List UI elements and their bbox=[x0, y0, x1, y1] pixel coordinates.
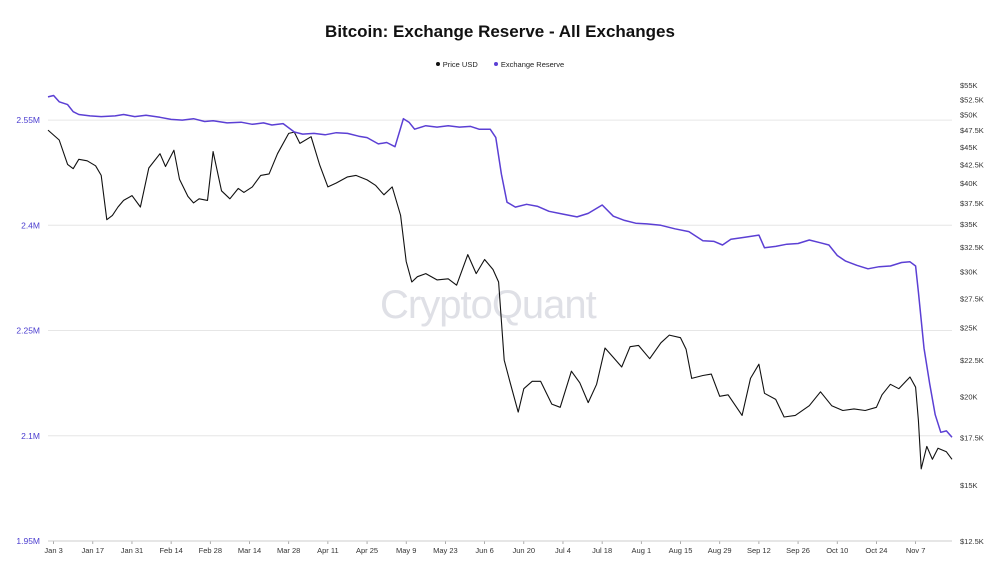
y-right-tick-label: $42.5K bbox=[960, 160, 984, 169]
price-usd-line bbox=[47, 129, 953, 470]
x-tick-label: May 9 bbox=[396, 546, 416, 555]
y-right-tick-label: $32.5K bbox=[960, 243, 984, 252]
x-tick-label: Feb 14 bbox=[159, 546, 182, 555]
x-tick-label: Oct 10 bbox=[826, 546, 848, 555]
y-right-tick-label: $17.5K bbox=[960, 433, 984, 442]
x-tick-label: Mar 14 bbox=[238, 546, 261, 555]
y-left-tick-label: 2.25M bbox=[16, 326, 40, 336]
y-right-tick-label: $47.5K bbox=[960, 126, 984, 135]
y-right-tick-label: $52.5K bbox=[960, 95, 984, 104]
x-tick-label: Jun 6 bbox=[475, 546, 493, 555]
y-left-tick-label: 1.95M bbox=[16, 536, 40, 546]
legend: Price USD Exchange Reserve bbox=[0, 60, 1000, 69]
y-right-tick-label: $50K bbox=[960, 110, 978, 119]
y-right-tick-label: $27.5K bbox=[960, 294, 984, 303]
x-tick-label: Jul 18 bbox=[592, 546, 612, 555]
y-right-tick-label: $20K bbox=[960, 392, 978, 401]
x-tick-label: Nov 7 bbox=[906, 546, 926, 555]
legend-item-reserve[interactable]: Exchange Reserve bbox=[493, 60, 565, 69]
legend-marker-price bbox=[435, 62, 440, 67]
y-right-tick-label: $45K bbox=[960, 143, 978, 152]
exchange-reserve-line bbox=[47, 94, 953, 438]
y-right-tick-label: $12.5K bbox=[960, 537, 984, 546]
y-right-tick-label: $22.5K bbox=[960, 356, 984, 365]
y-left-tick-label: 2.1M bbox=[21, 431, 40, 441]
x-tick-label: Aug 1 bbox=[632, 546, 652, 555]
y-right-tick-label: $25K bbox=[960, 324, 978, 333]
x-tick-label: Apr 25 bbox=[356, 546, 378, 555]
x-tick-label: Sep 26 bbox=[786, 546, 810, 555]
x-tick-label: Jan 3 bbox=[44, 546, 62, 555]
x-tick-label: Apr 11 bbox=[317, 546, 339, 555]
y-right-tick-label: $40K bbox=[960, 179, 978, 188]
legend-marker-reserve bbox=[493, 62, 498, 67]
x-tick-label: Jul 4 bbox=[555, 546, 571, 555]
y-right-tick-label: $15K bbox=[960, 481, 978, 490]
x-tick-label: May 23 bbox=[433, 546, 458, 555]
x-tick-label: Jan 31 bbox=[121, 546, 144, 555]
x-tick-label: Feb 28 bbox=[199, 546, 222, 555]
y-right-tick-label: $30K bbox=[960, 268, 978, 277]
x-tick-label: Mar 28 bbox=[277, 546, 300, 555]
x-tick-label: Sep 12 bbox=[747, 546, 771, 555]
legend-label-price: Price USD bbox=[442, 60, 478, 69]
x-tick-label: Aug 29 bbox=[708, 546, 732, 555]
x-tick-label: Jun 20 bbox=[513, 546, 536, 555]
x-tick-label: Jan 17 bbox=[82, 546, 105, 555]
y-right-tick-label: $37.5K bbox=[960, 199, 984, 208]
x-tick-label: Aug 15 bbox=[669, 546, 693, 555]
watermark: CryptoQuant bbox=[380, 283, 597, 327]
y-right-tick-label: $35K bbox=[960, 220, 978, 229]
x-tick-label: Oct 24 bbox=[865, 546, 887, 555]
chart-title: Bitcoin: Exchange Reserve - All Exchange… bbox=[325, 22, 675, 41]
legend-item-price[interactable]: Price USD bbox=[435, 60, 478, 69]
y-left-tick-label: 2.55M bbox=[16, 115, 40, 125]
y-left-tick-label: 2.4M bbox=[21, 220, 40, 230]
y-right-tick-label: $55K bbox=[960, 81, 978, 90]
legend-label-reserve: Exchange Reserve bbox=[500, 60, 565, 69]
